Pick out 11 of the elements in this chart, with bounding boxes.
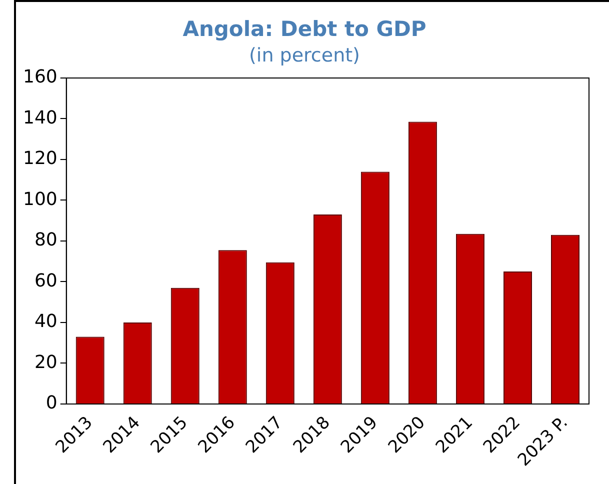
y-tick-label: 0: [46, 392, 58, 414]
chart-subtitle: (in percent): [249, 44, 360, 67]
y-tick-label: 160: [22, 66, 58, 88]
chart-title: Angola: Debt to GDP: [182, 17, 426, 42]
y-tick-label: 20: [34, 352, 58, 373]
y-tick-label: 100: [22, 188, 58, 210]
y-tick-label: 60: [34, 270, 58, 292]
y-tick-label: 40: [34, 311, 58, 332]
y-tick-label: 140: [22, 107, 58, 128]
y-tick-label: 80: [34, 230, 58, 251]
y-tick-label: 120: [22, 148, 58, 170]
